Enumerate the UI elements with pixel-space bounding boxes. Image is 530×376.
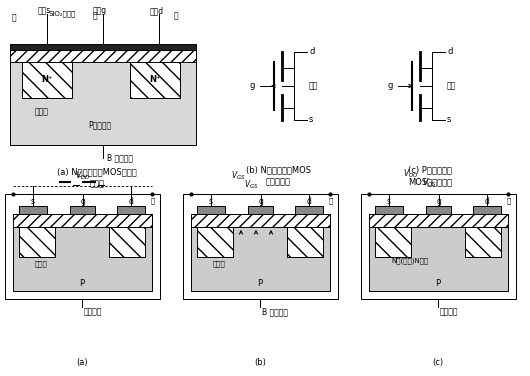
Text: d: d [484, 197, 489, 206]
Bar [10, 44, 196, 50]
Bar [361, 194, 516, 299]
Text: $V_{DD}$: $V_{DD}$ [75, 170, 91, 182]
Text: 铝: 铝 [174, 12, 178, 21]
Text: g: g [81, 197, 85, 206]
Text: s: s [387, 197, 391, 206]
Text: s: s [31, 197, 35, 206]
Bar [130, 62, 180, 98]
Text: 铝: 铝 [12, 14, 16, 23]
Bar [117, 206, 145, 214]
Text: 衬底引线: 衬底引线 [84, 307, 102, 316]
Text: 铝: 铝 [329, 198, 333, 204]
Text: N⁺: N⁺ [210, 237, 220, 246]
Text: $V_{OS}$: $V_{OS}$ [422, 177, 436, 189]
Text: g: g [437, 197, 441, 206]
Bar [375, 206, 403, 214]
Text: d: d [129, 197, 134, 206]
Text: N⁺: N⁺ [149, 76, 161, 85]
Text: 耗尽层: 耗尽层 [35, 108, 49, 117]
Text: B 衬底引线: B 衬底引线 [262, 307, 288, 316]
Text: (b): (b) [254, 358, 266, 367]
Text: P: P [80, 279, 85, 288]
Bar [191, 214, 330, 227]
Text: N⁺: N⁺ [32, 237, 42, 246]
Text: (c): (c) [432, 358, 444, 367]
Bar [19, 206, 47, 214]
Bar [375, 227, 411, 257]
Text: N型(感生)N沟道: N型(感生)N沟道 [391, 258, 428, 264]
Bar [70, 206, 95, 214]
Bar [13, 214, 152, 227]
Text: s: s [447, 115, 452, 124]
Bar [473, 206, 501, 214]
Text: 耗尽层: 耗尽层 [35, 261, 48, 267]
Text: P: P [258, 279, 262, 288]
Bar [426, 206, 451, 214]
Text: P型硅衬底: P型硅衬底 [89, 120, 111, 129]
Text: d: d [447, 47, 453, 56]
Bar [197, 227, 233, 257]
Bar [19, 227, 55, 257]
Bar [295, 206, 323, 214]
Bar [369, 214, 508, 291]
Text: d: d [306, 197, 312, 206]
Text: N⁺: N⁺ [478, 237, 488, 246]
Text: 耗尽层: 耗尽层 [389, 246, 402, 252]
Text: (b) N沟道增强型MOS
管代表符号: (b) N沟道增强型MOS 管代表符号 [245, 165, 311, 186]
Text: 栅极g: 栅极g [93, 6, 107, 15]
Text: N⁺: N⁺ [300, 237, 310, 246]
Text: s: s [209, 197, 213, 206]
Bar [109, 227, 145, 257]
Bar [248, 206, 273, 214]
Bar [10, 50, 196, 145]
Text: 铝: 铝 [93, 12, 98, 21]
Bar [369, 214, 508, 227]
Text: g: g [250, 82, 255, 91]
Text: 衬底引线: 衬底引线 [440, 307, 458, 316]
Bar [465, 227, 501, 257]
Bar [197, 206, 225, 214]
Text: 耗尽层: 耗尽层 [213, 261, 226, 267]
Text: 源极s: 源极s [38, 6, 51, 15]
Text: $V_{GS}$: $V_{GS}$ [244, 179, 258, 191]
Text: 衬底: 衬底 [447, 82, 456, 91]
Bar [13, 214, 152, 291]
Text: N⁺: N⁺ [388, 237, 398, 246]
Bar [22, 62, 72, 98]
Text: $V_{GS}$: $V_{GS}$ [231, 170, 245, 182]
Text: SiO₂绽缘层: SiO₂绽缘层 [48, 11, 76, 17]
Text: 漏极d: 漏极d [150, 6, 164, 15]
Text: g: g [387, 82, 393, 91]
Text: (a) N沟道增强型MOS管结构
示意图: (a) N沟道增强型MOS管结构 示意图 [57, 167, 137, 188]
Bar [5, 194, 160, 299]
Bar [10, 50, 196, 62]
Text: N⁺: N⁺ [41, 76, 52, 85]
Text: s: s [309, 115, 313, 124]
Text: N⁺: N⁺ [122, 237, 132, 246]
Text: 铝: 铝 [151, 198, 155, 204]
Text: (c) P沟道增强型
MOS管代表符号: (c) P沟道增强型 MOS管代表符号 [408, 165, 452, 186]
Text: 铝: 铝 [507, 198, 511, 204]
Text: B 衬底引线: B 衬底引线 [107, 153, 133, 162]
Text: d: d [309, 47, 314, 56]
Text: $V_{OO}$: $V_{OO}$ [403, 168, 419, 180]
Bar [287, 227, 323, 257]
Bar [191, 214, 330, 291]
Text: P: P [436, 279, 440, 288]
Text: 衬底: 衬底 [309, 82, 318, 91]
Text: g: g [259, 197, 263, 206]
Text: (a): (a) [76, 358, 88, 367]
Bar [183, 194, 338, 299]
